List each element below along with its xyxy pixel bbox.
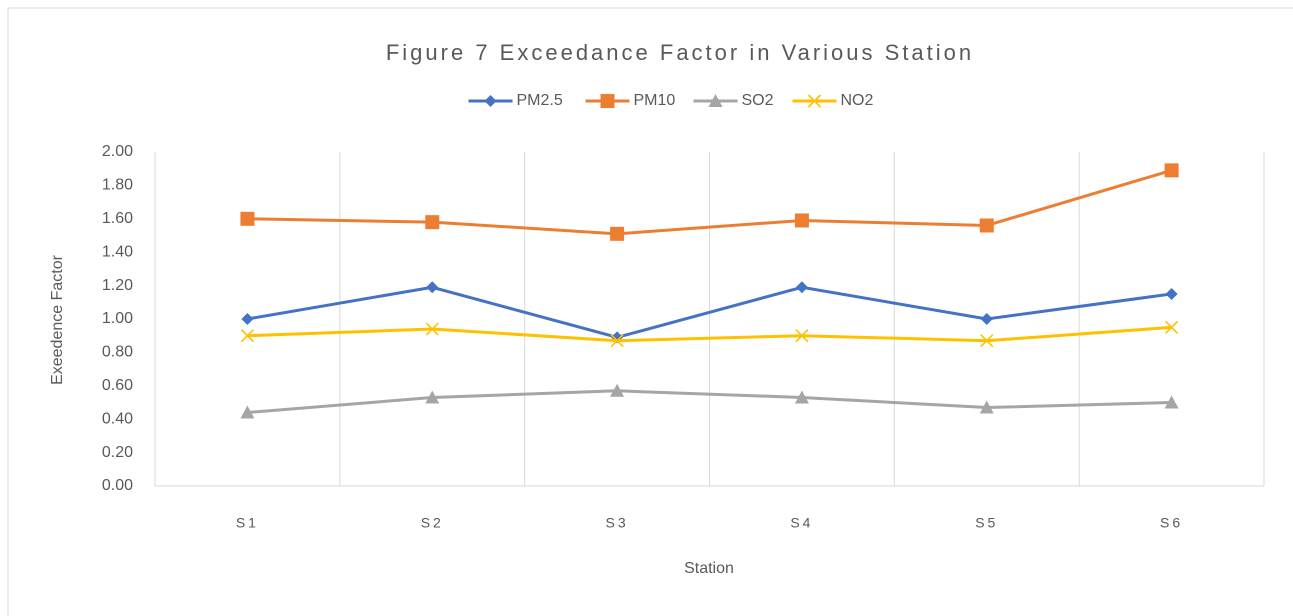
x-tick-label: S5 — [975, 515, 998, 531]
legend-item: SO2 — [693, 92, 774, 109]
marker — [794, 213, 809, 228]
chart-title: Figure 7 Exceedance Factor in Various St… — [386, 40, 974, 65]
x-tick-label: S4 — [790, 515, 813, 531]
marker — [980, 313, 993, 325]
legend-label: NO2 — [841, 92, 874, 109]
marker — [807, 94, 822, 108]
marker — [484, 95, 497, 107]
series-line — [247, 325, 1172, 343]
marker — [425, 322, 439, 336]
marker — [708, 94, 723, 107]
legend-item: PM10 — [585, 92, 676, 109]
marker — [426, 281, 439, 294]
y-tick-label: 1.80 — [102, 177, 133, 194]
y-tick-label: 0.40 — [102, 410, 133, 427]
marker — [610, 334, 624, 348]
marker — [979, 400, 994, 414]
marker — [979, 218, 994, 233]
x-axis-label: Station — [684, 560, 734, 577]
series-line — [247, 389, 1172, 415]
marker — [795, 329, 809, 343]
legend-item: NO2 — [792, 92, 874, 109]
marker — [240, 405, 255, 419]
y-tick-label: 1.60 — [102, 210, 133, 227]
marker — [980, 334, 994, 348]
y-tick-label: 1.00 — [102, 310, 133, 327]
marker — [1164, 395, 1179, 409]
marker — [794, 390, 809, 404]
marker — [241, 313, 254, 325]
marker — [240, 211, 255, 226]
series-line — [247, 285, 1172, 339]
legend-item: PM2.5 — [468, 92, 563, 109]
marker — [610, 383, 625, 397]
marker — [795, 281, 808, 294]
x-tick-label: S3 — [606, 515, 629, 531]
legend-label: PM2.5 — [517, 92, 563, 109]
x-tick-label: S1 — [236, 515, 259, 531]
series-line — [247, 168, 1173, 236]
marker — [425, 215, 440, 230]
marker — [425, 390, 440, 404]
marker — [600, 94, 615, 108]
x-tick-label: S2 — [421, 515, 444, 531]
y-tick-label: 1.40 — [102, 243, 133, 260]
x-tick-label: S6 — [1160, 515, 1183, 531]
y-tick-label: 0.60 — [102, 377, 133, 394]
y-tick-label: 0.20 — [102, 444, 133, 461]
y-tick-label: 2.00 — [102, 143, 133, 160]
y-tick-label: 0.00 — [102, 477, 133, 494]
legend-label: SO2 — [742, 92, 774, 109]
marker — [1164, 163, 1179, 178]
marker — [1165, 287, 1178, 300]
marker — [610, 226, 625, 241]
y-tick-label: 1.20 — [102, 277, 133, 294]
marker — [1165, 320, 1179, 334]
legend-label: PM10 — [634, 92, 676, 109]
y-tick-label: 0.80 — [102, 344, 133, 361]
y-axis-label: Exeedence Factor — [49, 254, 66, 385]
marker — [240, 329, 254, 343]
